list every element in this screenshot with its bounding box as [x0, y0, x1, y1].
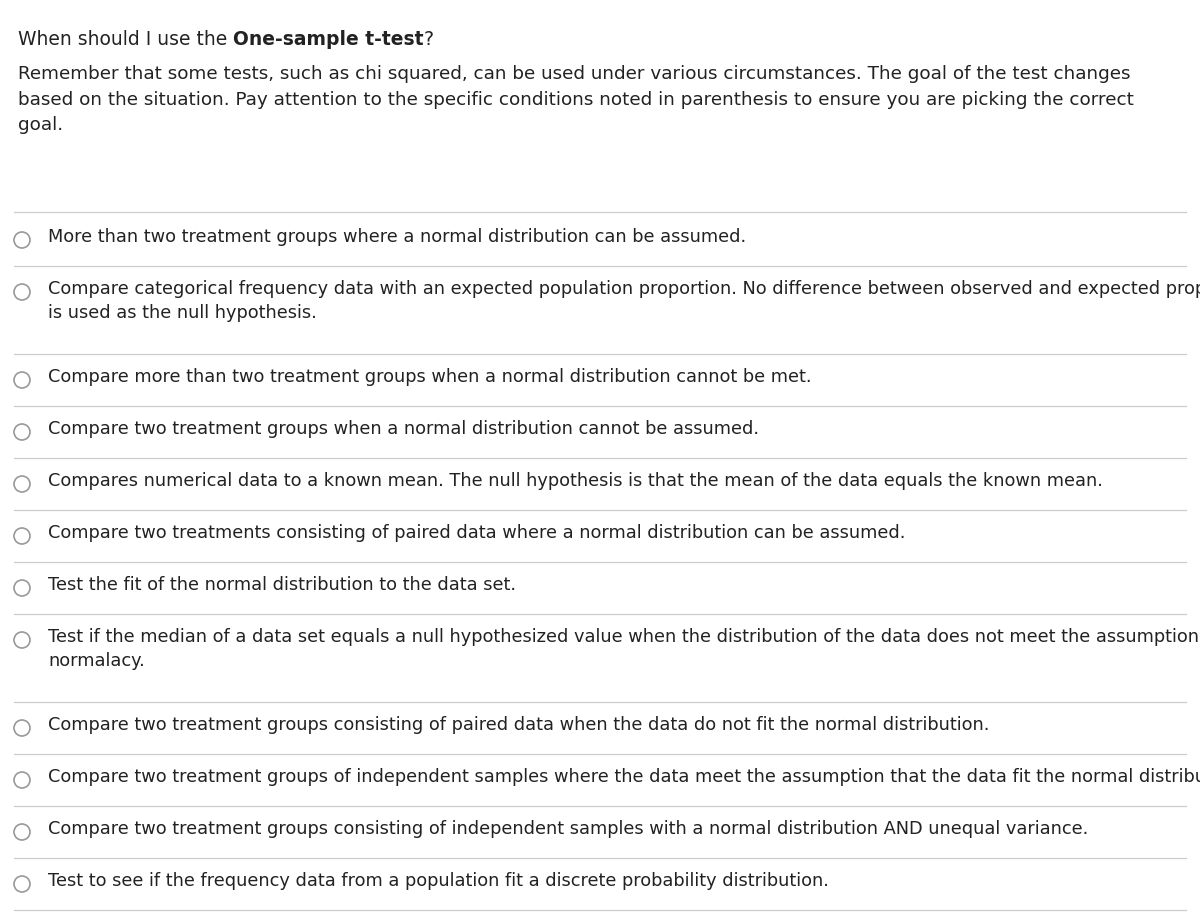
Text: Compare two treatment groups when a normal distribution cannot be assumed.: Compare two treatment groups when a norm… [48, 420, 760, 438]
Text: ?: ? [424, 30, 433, 49]
Text: When should I use the: When should I use the [18, 30, 233, 49]
Text: Compare two treatments consisting of paired data where a normal distribution can: Compare two treatments consisting of pai… [48, 524, 905, 542]
Text: Compare two treatment groups consisting of independent samples with a normal dis: Compare two treatment groups consisting … [48, 820, 1088, 838]
Text: Compare two treatment groups consisting of paired data when the data do not fit : Compare two treatment groups consisting … [48, 716, 989, 734]
Text: Compare categorical frequency data with an expected population proportion. No di: Compare categorical frequency data with … [48, 280, 1200, 322]
Text: Compares numerical data to a known mean. The null hypothesis is that the mean of: Compares numerical data to a known mean.… [48, 472, 1103, 490]
Text: More than two treatment groups where a normal distribution can be assumed.: More than two treatment groups where a n… [48, 228, 746, 246]
Text: One-sample t-test: One-sample t-test [233, 30, 424, 49]
Text: Compare more than two treatment groups when a normal distribution cannot be met.: Compare more than two treatment groups w… [48, 368, 811, 386]
Text: Compare two treatment groups of independent samples where the data meet the assu: Compare two treatment groups of independ… [48, 768, 1200, 786]
Text: Test to see if the frequency data from a population fit a discrete probability d: Test to see if the frequency data from a… [48, 872, 829, 890]
Text: Remember that some tests, such as chi squared, can be used under various circums: Remember that some tests, such as chi sq… [18, 65, 1134, 135]
Text: Test the fit of the normal distribution to the data set.: Test the fit of the normal distribution … [48, 576, 516, 594]
Text: Test if the median of a data set equals a null hypothesized value when the distr: Test if the median of a data set equals … [48, 628, 1200, 671]
